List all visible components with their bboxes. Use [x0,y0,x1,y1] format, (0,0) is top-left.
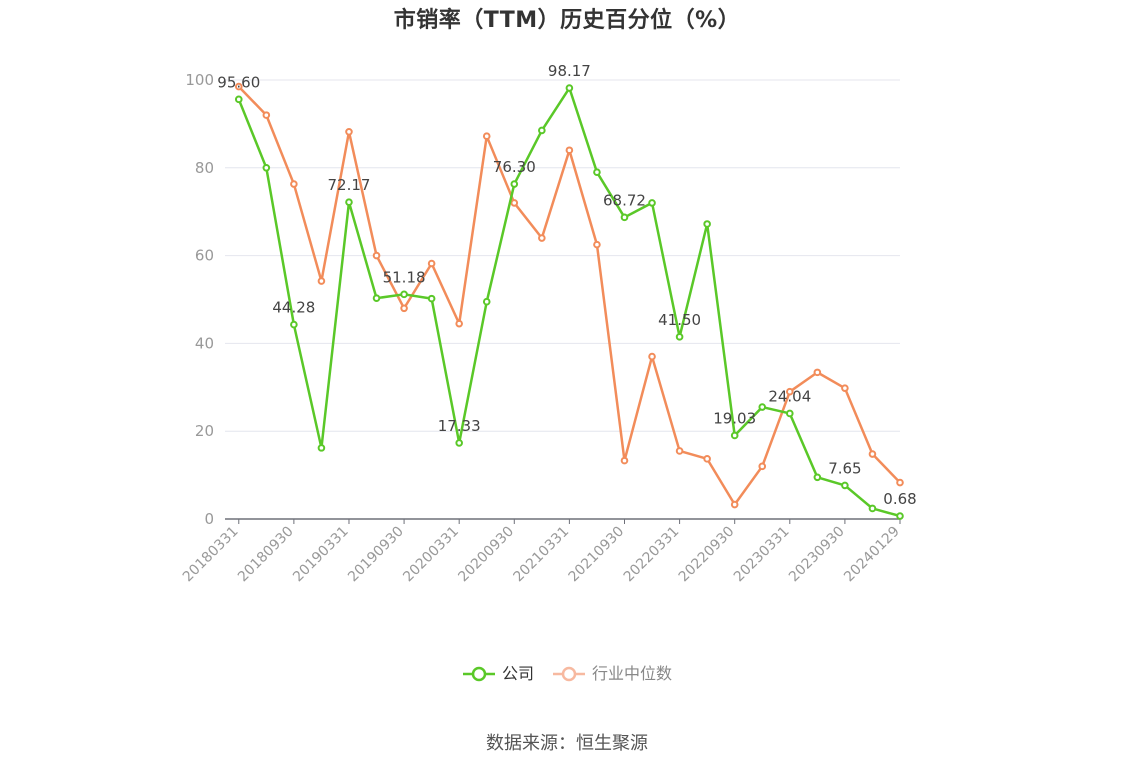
data-point-industry [896,478,904,487]
data-label: 95.60 [217,73,260,91]
chart-legend: 公司 行业中位数 [0,664,1134,684]
data-point-company [675,333,684,341]
data-point-company [262,164,271,172]
data-point-industry [675,447,684,455]
chart-title: 市销率（TTM）历史百分位（%） [393,8,741,33]
data-point-industry [482,132,491,140]
data-point-industry [813,368,822,377]
data-point-industry [703,455,711,463]
data-point-company [593,168,601,176]
x-tick-label: 20210930 [566,524,628,586]
y-tick-label: 60 [195,247,214,265]
data-label: 98.17 [548,62,591,80]
data-point-industry [593,240,601,249]
data-point-company [400,290,408,299]
data-point-company [538,126,546,135]
data-point-company [317,444,326,452]
data-point-industry [427,259,436,268]
data-label: 41.50 [658,311,701,329]
data-point-company [758,403,767,411]
data-labels: 95.60 44.28 72.17 51.18 17.33 76.30 98.17 68.72… [217,62,916,508]
data-point-company [510,180,519,188]
data-point-company [372,294,381,302]
y-tick-label: 0 [204,510,214,528]
data-label: 7.65 [828,459,861,477]
data-point-industry [758,462,767,471]
x-tick-label: 20190331 [290,524,352,586]
data-label: 44.28 [272,299,315,317]
x-tick-label: 20190930 [345,524,407,586]
axes: 0 20 40 60 80 100 2018033120180930201903312019… [180,71,903,585]
data-point-industry [565,146,574,155]
data-point-company [841,481,849,490]
data-point-industry [620,456,629,465]
grid-lines [225,79,900,432]
y-tick-label: 20 [195,422,214,440]
y-tick-label: 100 [185,71,214,89]
x-tick-label: 20200930 [455,524,517,586]
data-label: 24.04 [768,387,811,405]
data-point-company [565,84,574,92]
data-label: 19.03 [713,409,756,427]
data-point-industry [648,352,656,361]
series-lines [234,82,904,520]
data-point-company [896,512,904,520]
x-tick-label: 20230930 [786,524,848,586]
x-tick-label: 20240129 [841,524,903,586]
data-label: 76.30 [493,158,536,176]
data-label: 72.17 [328,176,371,194]
data-point-industry [372,251,381,260]
data-point-company [868,504,877,513]
data-point-industry [262,111,271,119]
data-point-industry [785,387,794,396]
data-point-company [427,294,436,303]
data-label: 68.72 [603,191,646,209]
data-point-company [290,320,298,329]
legend-label-company: 公司 [501,664,534,683]
legend-label-industry: 行业中位数 [592,664,673,683]
legend-item-company[interactable]: 公司 [462,664,534,684]
data-point-industry [345,128,353,136]
legend-item-industry[interactable]: 行业中位数 [552,664,672,684]
data-point-company [813,473,822,482]
x-tick-label: 20220930 [676,524,738,586]
data-point-industry [841,384,849,392]
x-tick-label: 20230331 [731,524,793,586]
data-point-industry [455,319,463,328]
data-point-company [482,297,491,306]
y-tick-label: 80 [195,159,214,177]
data-label: 51.18 [383,268,426,286]
data-point-industry [317,277,326,285]
data-point-industry [510,199,519,207]
data-point-company [345,198,353,206]
legend-company-icon [462,666,495,682]
legend-industry-icon [553,666,585,682]
x-tick-label: 20180331 [180,524,242,586]
data-point-industry [730,500,739,509]
x-tick-label: 20210331 [511,524,573,586]
data-point-company [785,409,794,418]
data-point-company [234,95,243,104]
x-tick-label: 20200331 [400,524,462,586]
x-tick-label: 20220331 [621,524,683,586]
data-label: 0.68 [883,490,916,508]
x-tick-label: 20180930 [235,524,297,586]
data-point-company [730,431,739,440]
data-label: 17.33 [438,417,481,435]
data-point-company [455,439,463,447]
data-point-industry [868,450,877,458]
data-point-company [703,220,711,228]
data-point-company [648,199,656,207]
data-point-company [620,213,629,222]
data-point-industry [290,180,298,188]
y-tick-label: 40 [195,334,214,352]
data-point-industry [400,304,408,313]
data-source: 数据来源：恒生聚源 [486,733,648,754]
data-point-industry [234,82,243,91]
data-point-industry [538,234,546,242]
